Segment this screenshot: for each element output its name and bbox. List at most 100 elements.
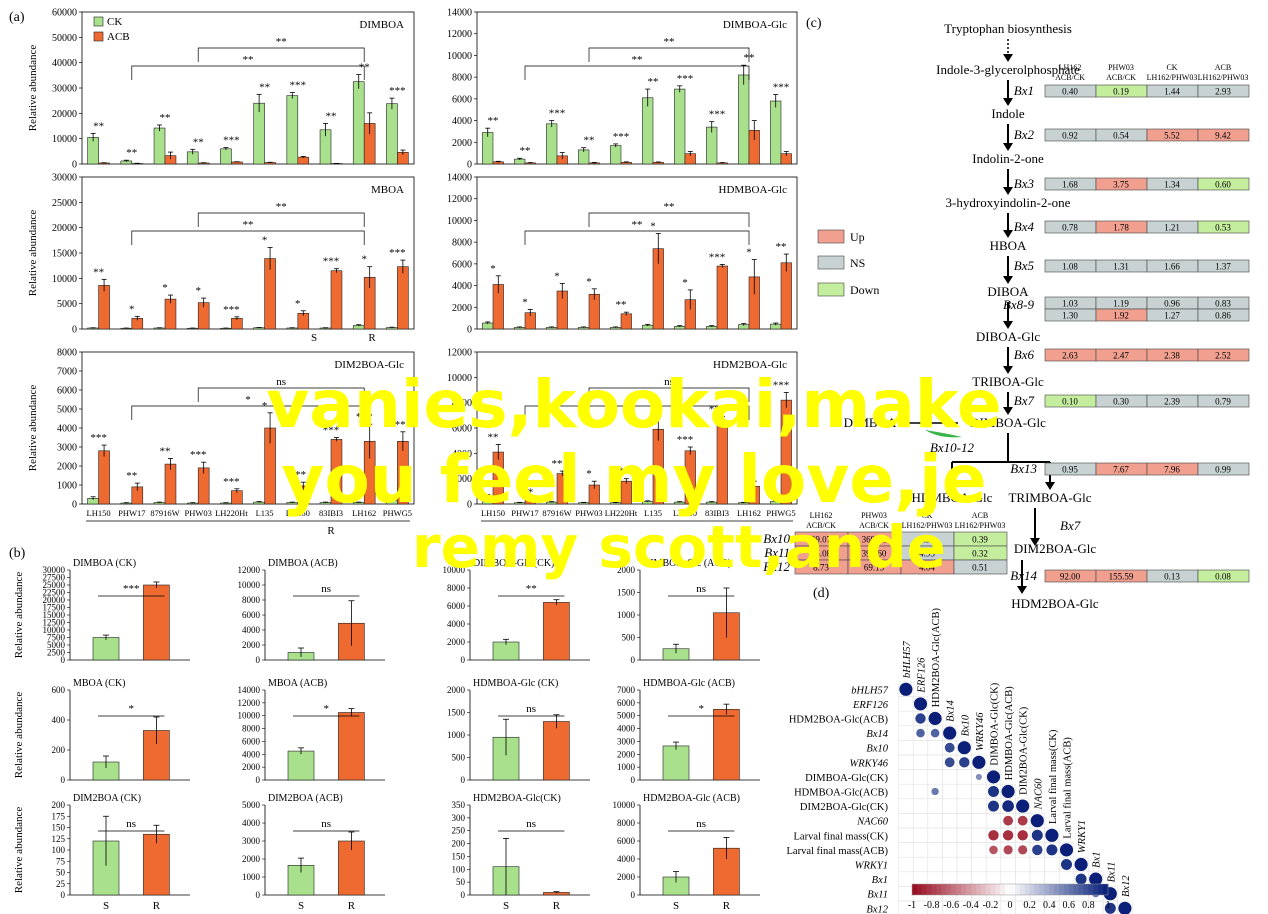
chart-a-1: 0 10000 20000 30000 40000 50000 60000 DIMBOA Rel…	[27, 8, 415, 171]
bar-acb	[330, 270, 343, 330]
row-label: ERF126	[852, 700, 889, 711]
chart-b-7: 0 500 1000 1500 2000 HDMBOA-Glc (CK) ns	[447, 678, 590, 785]
row-label: Larval final mass(CK)	[794, 831, 889, 842]
chart-title: HDMBOA-Glc	[719, 184, 788, 196]
grid-cell	[971, 856, 987, 873]
significance-label: ***	[389, 85, 406, 97]
colorbar-segment	[1093, 884, 1099, 895]
bracket-label: ns	[664, 376, 674, 388]
x-tick-label: LH150	[87, 508, 111, 518]
x-tick-label: 87916W	[542, 508, 571, 518]
correlation-circle	[1075, 873, 1087, 885]
fold-change-value: 0.32	[972, 549, 988, 559]
y-tick-label: 10000	[447, 216, 472, 227]
column-label: Larval final mass(CK)	[1048, 729, 1059, 824]
correlation-circle	[987, 800, 1000, 812]
arrow-head	[1003, 143, 1013, 151]
compound-hdmboa: HDMBOA-Glc	[912, 490, 993, 505]
legend-swatch-acb	[93, 31, 104, 42]
significance-label: *	[746, 247, 752, 259]
colorbar-tick: 0.4	[1043, 900, 1056, 911]
chart-title: MBOA (CK)	[73, 678, 126, 689]
plot-frame	[476, 176, 798, 330]
significance-label: ***	[613, 131, 630, 143]
y-axis-label: Relative abundance	[27, 210, 39, 297]
arrow-head	[1003, 230, 1013, 238]
correlation-diagonal	[1074, 857, 1088, 872]
arrow-head	[1003, 54, 1013, 62]
comparison-bracket	[524, 405, 750, 420]
grid-cell	[927, 798, 943, 814]
colorbar-tick: 0.2	[1023, 900, 1036, 911]
y-tick-label: 200	[52, 800, 66, 810]
y-tick-label: 2000	[447, 685, 466, 695]
bar-acb	[492, 451, 504, 505]
fold-change-cell	[953, 559, 1008, 575]
y-tick-label: 600	[52, 685, 66, 695]
y-tick-label: 5000	[57, 299, 77, 310]
grid-cell	[927, 827, 943, 843]
grid-cell	[956, 783, 972, 800]
grid-cell	[898, 754, 914, 770]
y-tick-label: 0	[256, 890, 261, 900]
bracket-label: **	[664, 201, 675, 213]
y-tick-label: 4000	[242, 625, 261, 635]
colorbar-segment	[980, 884, 986, 895]
y-tick-label: 5000	[47, 640, 66, 650]
significance-label: *	[295, 298, 301, 310]
bar-acb	[780, 262, 792, 330]
grid-cell	[985, 856, 1002, 873]
chart-b-11: 0 50 100 150 200 250 300 350 HDM2BOA-Glc(CK) ns S R	[452, 793, 590, 912]
y-tick-label: 40000	[52, 58, 77, 69]
bar-ck	[482, 132, 494, 165]
colorbar-tick: -1	[908, 900, 916, 911]
y-tick-label: 4000	[57, 424, 77, 435]
y-tick-label: 10000	[447, 51, 472, 62]
arrow-head	[1003, 366, 1013, 374]
y-tick-label: 12000	[238, 698, 261, 708]
fold-change-cell	[1197, 177, 1250, 191]
column-header-top: PHW03	[861, 511, 887, 520]
y-tick-label: 10000	[443, 565, 466, 575]
y-tick-label: 150	[452, 851, 466, 861]
significance-label: ns	[696, 583, 706, 595]
arrow-head	[1003, 407, 1013, 415]
fold-change-value: 7.67	[1113, 465, 1129, 475]
y-tick-label: 2000	[242, 854, 261, 864]
x-tick-label: LH162	[352, 508, 376, 518]
chart-b-12: 0 2000 4000 6000 8000 10000 HDM2BOA-Glc (ACB) n…	[613, 793, 760, 912]
column-label: Bx10	[960, 714, 971, 736]
y-tick-label: 1500	[617, 588, 636, 598]
grid-cell	[898, 871, 914, 887]
y-tick-label: 2000	[57, 462, 77, 473]
y-tick-label: 0	[72, 325, 77, 336]
grid-cell	[956, 856, 972, 873]
x-tick-label: LH160	[673, 508, 697, 518]
row-label: bHLH57	[851, 685, 889, 696]
fold-change-value: 69.13	[864, 563, 885, 573]
gene-label: Bx14	[1010, 568, 1037, 583]
fold-change-value: 2.47	[1113, 351, 1129, 361]
correlation-diagonal	[986, 770, 1001, 784]
correlation-circle	[1017, 815, 1028, 826]
colorbar-segment	[1029, 884, 1035, 895]
fold-change-value: 0.10	[1062, 397, 1078, 407]
y-tick-label: 50000	[52, 33, 77, 44]
significance-label: *	[586, 468, 592, 480]
y-tick-label: 1000	[617, 610, 636, 620]
fold-change-value: 1.34	[1164, 180, 1180, 190]
chart-title: DIMBOA-Glc (CK)	[473, 558, 554, 569]
colorbar-segment	[970, 884, 977, 895]
row-label: Bx11	[867, 890, 888, 901]
y-tick-label: 1000	[242, 872, 261, 882]
compound-5: DIBOA	[987, 284, 1029, 299]
y-tick-label: 8000	[242, 724, 261, 734]
fold-change-value: 0.40	[1062, 87, 1078, 97]
significance-label: ***	[323, 425, 340, 437]
correlation-circle	[944, 757, 955, 768]
fold-change-value: 1.66	[1164, 262, 1180, 272]
colorbar-segment	[1019, 884, 1026, 895]
y-tick-label: 30000	[43, 565, 66, 575]
y-tick-label: 0	[61, 890, 66, 900]
colorbar-segment	[921, 884, 928, 895]
